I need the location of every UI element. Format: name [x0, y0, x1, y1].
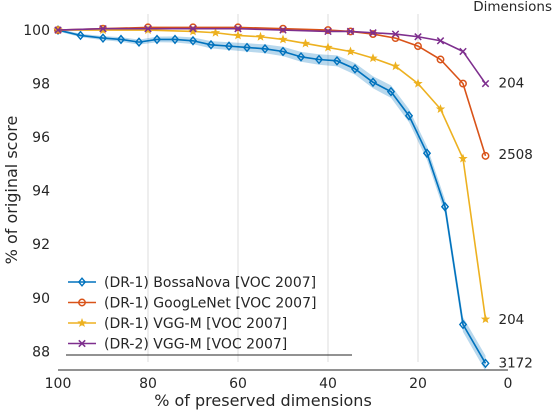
- data-point: [436, 37, 445, 45]
- data-point: [440, 201, 450, 212]
- data-point: [234, 24, 242, 33]
- corner-title: Dimensions: [473, 0, 552, 15]
- data-point: [116, 34, 126, 45]
- data-point: [346, 27, 355, 36]
- grid-lines: [147, 14, 419, 362]
- x-tick-label: 100: [45, 376, 72, 392]
- data-point: [224, 41, 234, 52]
- series-group: [54, 23, 490, 160]
- data-point: [188, 26, 198, 36]
- data-point: [386, 86, 396, 97]
- x-tick-label: 80: [139, 376, 157, 392]
- data-point: [233, 30, 243, 40]
- data-point: [242, 42, 252, 53]
- data-point: [459, 47, 467, 56]
- legend-label: (DR-1) VGG-M [VOC 2007]: [104, 316, 287, 332]
- data-point: [78, 298, 86, 307]
- y-tick-label: 88: [32, 344, 50, 360]
- data-point: [278, 46, 288, 57]
- data-point: [435, 104, 446, 114]
- legend-item: (DR-2) VGG-M [VOC 2007]: [68, 337, 287, 353]
- data-point: [459, 79, 467, 88]
- data-point: [436, 55, 445, 64]
- series-line: [57, 29, 487, 364]
- y-tick-label: 98: [32, 77, 50, 93]
- series-end-label: 3172: [499, 355, 533, 371]
- series-group: [54, 24, 490, 88]
- data-point: [188, 35, 198, 46]
- data-point: [78, 339, 86, 348]
- series-end-label: 2508: [499, 147, 533, 163]
- legend-item: (DR-1) GoogLeNet [VOC 2007]: [68, 296, 316, 312]
- data-point: [279, 24, 287, 33]
- series-group: [53, 25, 490, 372]
- data-point: [481, 79, 490, 88]
- data-point: [480, 314, 491, 324]
- x-tick-label: 0: [504, 376, 513, 392]
- data-point: [458, 153, 468, 163]
- y-tick-label: 94: [32, 184, 50, 200]
- data-point: [345, 46, 356, 56]
- data-point: [189, 24, 197, 33]
- data-point: [279, 26, 287, 34]
- legend: (DR-1) BossaNova [VOC 2007] (DR-1) GoogLe…: [66, 275, 352, 356]
- y-axis-title: % of original score: [2, 116, 21, 265]
- data-point: [481, 358, 490, 369]
- data-point: [368, 53, 378, 63]
- data-point: [350, 63, 360, 74]
- data-point: [300, 38, 311, 48]
- series-end-label: 204: [499, 312, 525, 328]
- data-point: [260, 43, 270, 54]
- data-point: [369, 29, 377, 37]
- data-point: [422, 148, 432, 159]
- y-tick-label: 96: [32, 130, 50, 146]
- data-point: [99, 24, 107, 33]
- data-point: [390, 61, 401, 71]
- data-point: [323, 42, 333, 52]
- legend-item: (DR-1) VGG-M [VOC 2007]: [68, 316, 287, 332]
- data-point: [76, 30, 85, 41]
- legend-label: (DR-1) GoogLeNet [VOC 2007]: [104, 296, 316, 312]
- series-line: [57, 27, 487, 85]
- data-point: [324, 26, 332, 35]
- data-point: [210, 27, 221, 37]
- data-point: [414, 42, 422, 51]
- data-point: [170, 34, 180, 45]
- data-point: [369, 30, 377, 39]
- data-point: [332, 55, 342, 66]
- data-point: [413, 78, 423, 88]
- y-tick-label: 92: [32, 237, 50, 253]
- data-point: [77, 318, 87, 327]
- data-point: [54, 26, 62, 34]
- data-point: [324, 27, 332, 36]
- data-point: [255, 31, 266, 41]
- data-point: [278, 34, 288, 44]
- data-point: [134, 37, 144, 47]
- data-point: [458, 319, 468, 330]
- x-tick-label: 20: [409, 376, 427, 392]
- data-point: [314, 54, 324, 65]
- legend-label: (DR-1) BossaNova [VOC 2007]: [104, 275, 316, 291]
- x-axis-title: % of preserved dimensions: [154, 391, 372, 410]
- data-point: [481, 151, 490, 160]
- data-point: [414, 33, 422, 41]
- y-tick-label: 90: [32, 291, 50, 307]
- data-point: [77, 277, 87, 287]
- data-point: [296, 51, 306, 62]
- x-tick-label: 60: [229, 376, 247, 392]
- y-tick-label: 100: [23, 23, 50, 39]
- data-point: [391, 30, 400, 38]
- data-point: [404, 110, 414, 121]
- data-point: [144, 24, 152, 33]
- series-end-label: 204: [499, 76, 525, 92]
- data-point: [98, 33, 108, 43]
- legend-item: (DR-1) BossaNova [VOC 2007]: [68, 275, 316, 291]
- series-group: [53, 25, 491, 324]
- legend-label: (DR-2) VGG-M [VOC 2007]: [104, 337, 287, 353]
- x-tick-label: 40: [319, 376, 337, 392]
- data-point: [152, 34, 162, 45]
- data-point: [368, 77, 378, 88]
- data-point: [206, 39, 216, 50]
